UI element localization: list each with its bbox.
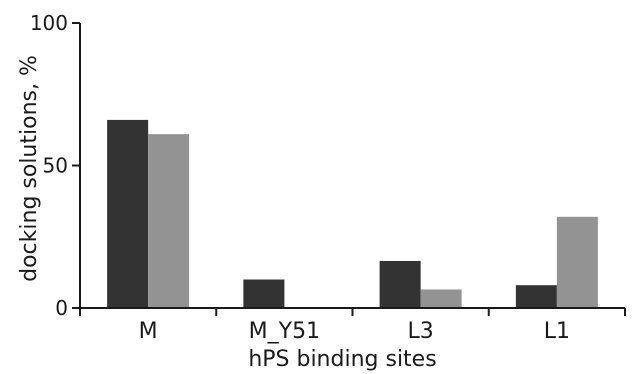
y-tick-label-1: 50 xyxy=(43,154,68,178)
bar-series2-l3 xyxy=(420,289,462,308)
y-tick-label-2: 100 xyxy=(30,11,68,35)
x-category-label-0: M xyxy=(139,319,158,344)
bar-series1-l3 xyxy=(379,260,421,308)
x-axis-title: hPS binding sites xyxy=(248,347,436,372)
x-category-label-3: L1 xyxy=(544,319,570,344)
x-category-label-2: L3 xyxy=(407,319,433,344)
x-ticks: M M_Y51 L3 L1 xyxy=(79,308,626,344)
bar-series2-l1 xyxy=(556,216,598,308)
bar-series1-m xyxy=(107,119,149,309)
x-category-label-1: M_Y51 xyxy=(249,319,320,344)
y-axis-title: docking solutions, % xyxy=(17,55,42,282)
bar-series2-m xyxy=(148,134,190,308)
bar-series1-l1 xyxy=(515,285,557,308)
y-ticks: 0 50 100 xyxy=(30,11,80,320)
bar-series1-m_y51 xyxy=(243,279,285,308)
y-tick-label-0: 0 xyxy=(55,296,68,320)
bars xyxy=(107,119,598,309)
